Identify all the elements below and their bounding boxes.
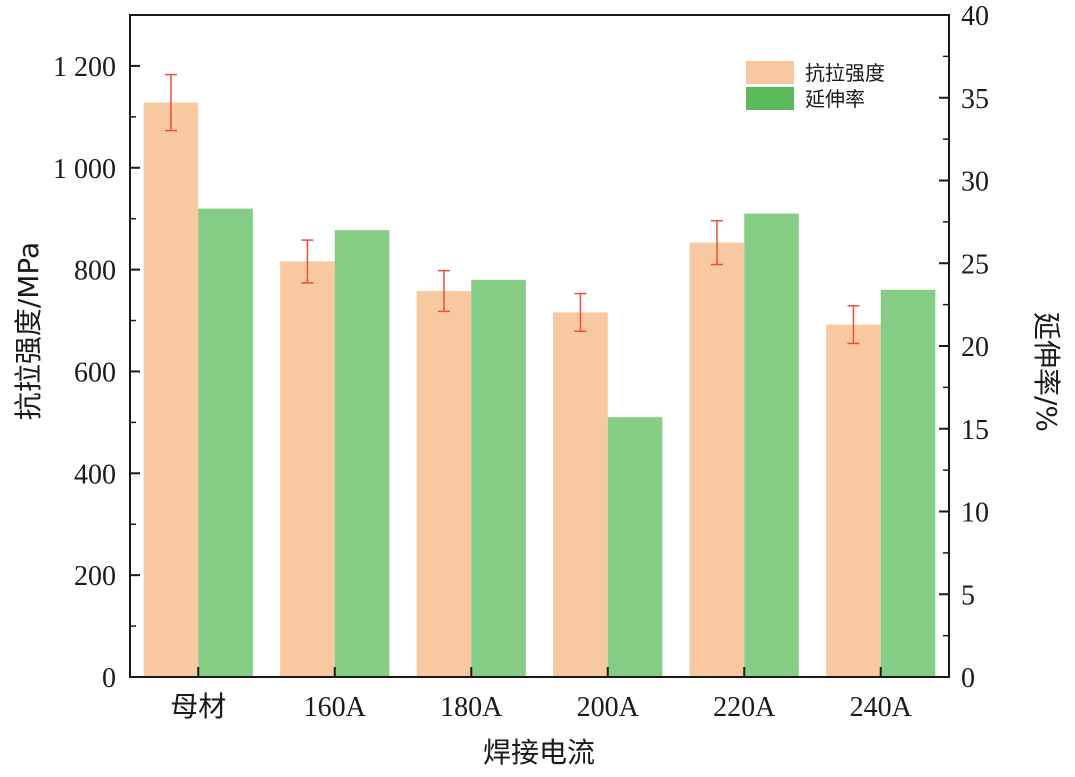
legend-swatch-tensile bbox=[746, 61, 794, 84]
x-tick-label: 180A bbox=[440, 692, 503, 723]
bar-elongation bbox=[607, 417, 663, 677]
y-left-tick-label: 200 bbox=[74, 561, 116, 592]
y-right-tick-label: 15 bbox=[961, 415, 989, 446]
y-right-tick-label: 20 bbox=[961, 332, 989, 363]
legend-label-tensile: 抗拉强度 bbox=[805, 61, 885, 85]
y-left-tick-label: 0 bbox=[102, 663, 116, 694]
errorbars-layer bbox=[164, 73, 860, 345]
legend: 抗拉强度 延伸率 bbox=[746, 61, 885, 111]
y-left-tick-label: 800 bbox=[74, 256, 116, 287]
bars-layer bbox=[143, 102, 936, 677]
y-axis-left-title: 抗拉强度/MPa bbox=[12, 242, 45, 420]
y-axis-right-title: 延伸率/% bbox=[1030, 312, 1063, 432]
y-left-tick-label: 1 000 bbox=[53, 154, 116, 185]
left-axis: 0 200 400 600 800 1 000 1 200 bbox=[53, 52, 140, 694]
x-axis-title: 焊接电流 bbox=[483, 736, 595, 769]
y-left-tick-label: 1 200 bbox=[53, 52, 116, 83]
bar-elongation bbox=[880, 289, 936, 677]
y-right-tick-label: 25 bbox=[961, 249, 989, 280]
bar-elongation bbox=[198, 208, 253, 677]
y-right-tick-label: 30 bbox=[961, 167, 989, 198]
bar-tensile-strength bbox=[689, 242, 745, 677]
legend-label-elongation: 延伸率 bbox=[805, 87, 865, 111]
y-left-tick-label: 600 bbox=[74, 357, 116, 388]
x-tick-label: 220A bbox=[713, 692, 776, 723]
bar-tensile-strength bbox=[143, 102, 199, 677]
y-left-tick-label: 400 bbox=[74, 459, 116, 490]
bar-tensile-strength bbox=[826, 324, 881, 677]
y-right-tick-label: 40 bbox=[961, 1, 989, 32]
y-right-tick-label: 10 bbox=[961, 498, 989, 529]
x-tick-label: 母材 bbox=[170, 691, 226, 723]
bar-tensile-strength bbox=[553, 312, 608, 677]
bar-elongation bbox=[471, 279, 526, 677]
bar-tensile-strength bbox=[280, 261, 335, 677]
x-tick-label: 240A bbox=[850, 692, 913, 723]
legend-swatch-elongation bbox=[746, 87, 794, 110]
y-right-tick-label: 35 bbox=[961, 84, 989, 115]
bar-elongation bbox=[744, 213, 799, 677]
bar-tensile-strength bbox=[416, 291, 472, 677]
y-right-tick-label: 5 bbox=[961, 580, 975, 611]
x-tick-label: 160A bbox=[304, 692, 367, 723]
bar-elongation bbox=[334, 230, 390, 677]
right-axis: 0 5 10 15 20 25 30 35 40 bbox=[939, 1, 989, 694]
x-tick-label: 200A bbox=[577, 692, 640, 723]
x-axis: 母材 160A 180A 200A 220A 240A bbox=[170, 667, 913, 723]
y-right-tick-label: 0 bbox=[961, 663, 975, 694]
